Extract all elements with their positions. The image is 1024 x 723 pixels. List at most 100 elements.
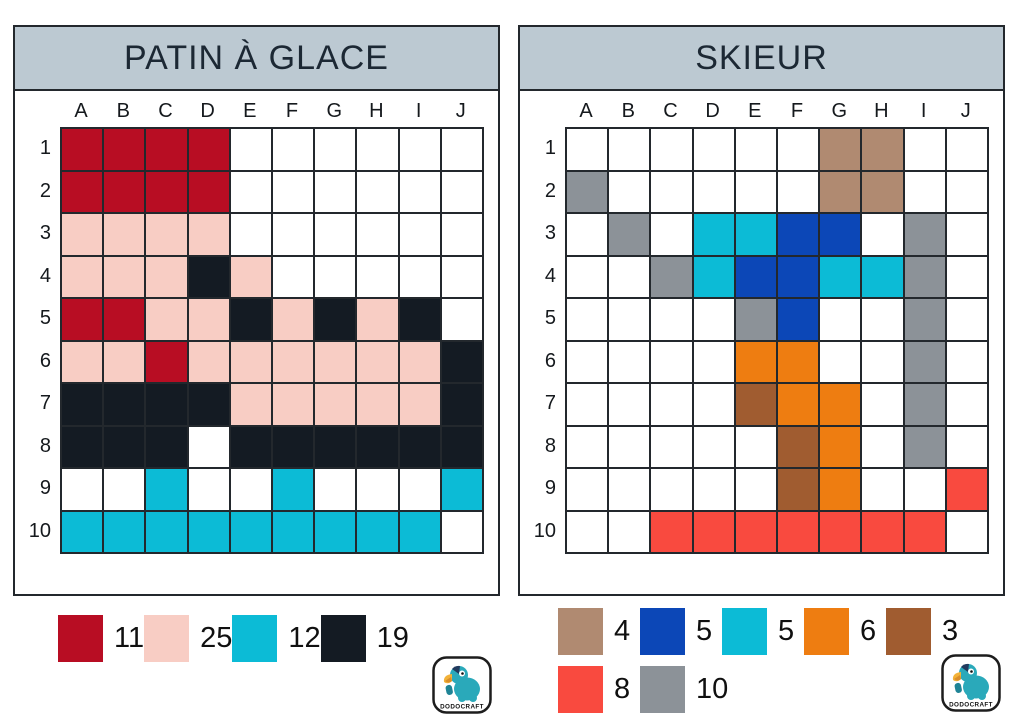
grid-cell xyxy=(356,170,399,213)
grid-cell xyxy=(314,298,357,341)
grid-cell xyxy=(398,213,441,256)
grid-cell xyxy=(398,425,441,468)
grid-cell xyxy=(314,170,357,213)
grid-cell xyxy=(356,298,399,341)
column-label: A xyxy=(579,100,593,122)
row-label: 2 xyxy=(544,179,556,202)
grid-cell xyxy=(187,170,230,213)
grid-cell xyxy=(314,425,357,468)
grid-cell xyxy=(103,425,146,468)
row-label: 2 xyxy=(39,179,51,202)
legend-count: 5 xyxy=(696,615,713,647)
grid-cell xyxy=(819,340,862,383)
grid-cell xyxy=(271,510,315,553)
grid-cell xyxy=(608,128,651,171)
grid-cell xyxy=(650,468,693,511)
grid-cell xyxy=(356,425,399,468)
grid-cell xyxy=(440,128,483,171)
grid-cell xyxy=(314,128,357,171)
grid-cell xyxy=(861,383,904,426)
row-labels: 1 2 3 4 5 6 7 8 9 10 xyxy=(19,127,51,552)
grid-cell xyxy=(861,298,904,341)
grid-cell xyxy=(861,340,904,383)
grid-row xyxy=(566,468,988,511)
row-label: 6 xyxy=(544,349,556,372)
grid-cell xyxy=(356,255,399,298)
grid-cell xyxy=(861,170,904,213)
grid-row xyxy=(566,170,988,213)
grid-cell xyxy=(271,468,315,511)
dodocraft-logo: DODOCRAFT xyxy=(941,654,1001,712)
legend-swatch xyxy=(232,615,278,662)
grid-cell xyxy=(566,425,609,468)
grid-cell xyxy=(229,170,272,213)
column-label: D xyxy=(705,100,720,122)
grid-cell xyxy=(650,213,693,256)
column-label: F xyxy=(790,100,804,122)
row-label: 10 xyxy=(28,519,51,542)
grid-cell xyxy=(819,383,862,426)
grid-cell xyxy=(903,298,946,341)
grid-cell xyxy=(734,468,777,511)
grid-cell xyxy=(776,425,820,468)
grid-cell xyxy=(356,510,399,553)
legend-item: 12 xyxy=(232,615,321,662)
grid-cell xyxy=(819,170,862,213)
grid-cell xyxy=(187,298,230,341)
grid-cell xyxy=(145,255,188,298)
grid-cell xyxy=(61,383,104,426)
grid-cell xyxy=(271,213,315,256)
grid-cell xyxy=(861,255,904,298)
column-label: D xyxy=(200,100,215,122)
grid-cell xyxy=(398,170,441,213)
grid-row xyxy=(61,510,483,553)
grid-cell xyxy=(440,213,483,256)
row-label: 7 xyxy=(39,392,51,414)
legend-swatch xyxy=(804,608,849,655)
grid-cell xyxy=(566,213,609,256)
grid-cell xyxy=(187,340,230,383)
row-label: 9 xyxy=(544,477,556,499)
panel-header: SKIEUR xyxy=(520,27,1003,91)
grid-cell xyxy=(608,383,651,426)
row-label: 4 xyxy=(39,264,51,287)
logo-text: DODOCRAFT xyxy=(949,702,993,709)
grid-cell xyxy=(271,170,315,213)
grid-cell xyxy=(566,510,609,553)
grid-cell xyxy=(566,340,609,383)
column-label: E xyxy=(243,100,257,122)
grid-cell xyxy=(271,255,315,298)
legend-item: 19 xyxy=(320,615,409,662)
grid-cell xyxy=(398,298,441,341)
grid-cell xyxy=(314,510,357,553)
page-title: SKIEUR xyxy=(695,38,828,77)
grid-row xyxy=(566,340,988,383)
grid-row xyxy=(566,213,988,256)
grid-cell xyxy=(692,425,735,468)
grid-cell xyxy=(187,510,230,553)
legend-swatch xyxy=(640,608,685,655)
legend-count: 10 xyxy=(696,673,729,705)
grid-cell xyxy=(819,213,862,256)
grid-cell xyxy=(861,425,904,468)
grid-cell xyxy=(945,298,988,341)
row-label: 9 xyxy=(39,477,51,499)
grid-cell xyxy=(145,340,188,383)
grid-cell xyxy=(608,298,651,341)
grid-cell xyxy=(229,425,272,468)
grid-cell xyxy=(440,298,483,341)
grid-cell xyxy=(734,128,777,171)
grid-cell xyxy=(145,425,188,468)
logo-text: DODOCRAFT xyxy=(440,704,484,711)
grid-cell xyxy=(861,128,904,171)
grid-cell xyxy=(398,128,441,171)
grid-cell xyxy=(734,340,777,383)
grid-cell xyxy=(356,468,399,511)
grid-cell xyxy=(314,383,357,426)
column-label: H xyxy=(369,100,384,122)
grid-cell xyxy=(187,468,230,511)
grid-cell xyxy=(145,510,188,553)
grid-cell xyxy=(103,255,146,298)
grid-cell xyxy=(229,468,272,511)
legend-item: 11 xyxy=(58,615,144,662)
